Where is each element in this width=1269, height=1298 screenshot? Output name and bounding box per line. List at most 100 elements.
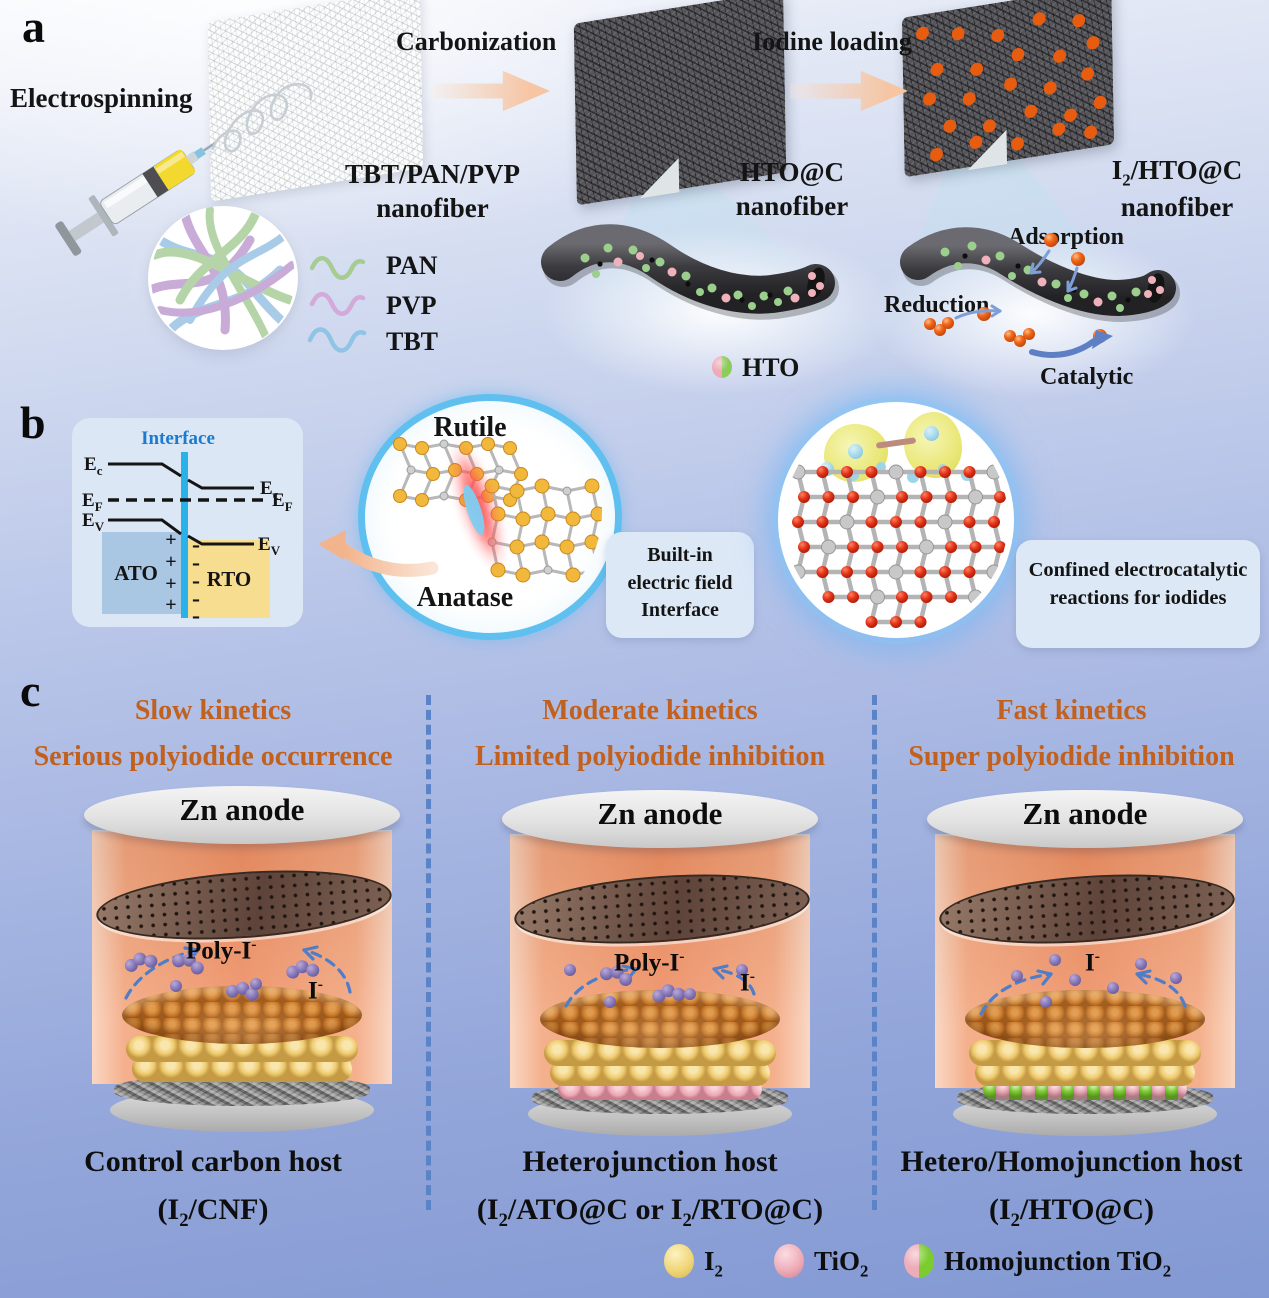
col3-caption-line1: Hetero/Homojunction host [900, 1145, 1243, 1178]
iodine-loading-label: Iodine loading [752, 27, 912, 56]
builtin-line2: electric field [627, 571, 733, 594]
svg-text:Ec: Ec [260, 478, 279, 502]
iodide-dot [736, 964, 748, 976]
mat1-caption: TBT/PAN/PVP nanofiber [330, 158, 535, 226]
electrospinning-label: Electrospinning [10, 83, 193, 113]
iodide-dot [1135, 958, 1147, 970]
iodide-dot [1049, 954, 1061, 966]
iodide-dot [684, 988, 696, 1000]
column-divider [872, 695, 877, 1210]
reduction-label: Reduction [884, 292, 990, 318]
svg-text:+: + [165, 551, 176, 573]
mat2-caption-line1: HTO@C [739, 157, 845, 187]
zn-anode-label: Zn anode [1022, 796, 1148, 831]
rto-label: RTO [207, 567, 251, 591]
svg-text:EV: EV [258, 534, 281, 558]
svg-text:-: - [192, 603, 200, 627]
iodide-dot [1170, 972, 1182, 984]
panel-b-label: b [20, 397, 46, 448]
tio2-legend-ball [774, 1244, 804, 1278]
iodide-dot [1040, 996, 1052, 1008]
col1-header-line1: Slow kinetics [134, 695, 292, 726]
mat1-caption-line1: TBT/PAN/PVP [345, 159, 520, 189]
electrocatalysis-circle [778, 402, 1014, 638]
iodine-loading-arrow [790, 70, 908, 112]
svg-text:+: + [165, 573, 176, 595]
battery-heterojunction: Poly-I- I- Zn anode [502, 790, 818, 1140]
iodide-dot [1107, 982, 1119, 994]
mat1-caption-line2: nanofiber [376, 192, 489, 223]
legend-pan-label: PAN [386, 251, 438, 280]
col2-caption-formula: (I2/ATO@C or I2/RTO@C) [476, 1193, 824, 1231]
confined-line2: reactions for iodides [1049, 587, 1227, 610]
carbonization-label: Carbonization [396, 27, 557, 56]
column2-header: Moderate kinetics Limited polyiodide inh… [428, 688, 872, 780]
column3-header: Fast kinetics Super polyiodide inhibitio… [874, 688, 1269, 780]
anatase-label: Anatase [416, 582, 514, 613]
zn-anode-disc: Zn anode [927, 790, 1243, 848]
iodide-dot [564, 964, 576, 976]
svg-text:EF: EF [82, 490, 103, 514]
i2-legend-ball [664, 1244, 694, 1278]
iodide-dot [1069, 974, 1081, 986]
hto-legend-label: HTO [742, 353, 800, 382]
builtin-line1: Built-in [647, 544, 713, 566]
col1-caption-formula: (I2/CNF) [157, 1193, 269, 1231]
zn-anode-disc: Zn anode [502, 790, 818, 848]
col3-caption-formula: (I2/HTO@C) [988, 1193, 1154, 1231]
band-diagram: Interface Ec Ec EF EF EV EV ATO RTO + + … [72, 418, 303, 627]
zn-anode-label: Zn anode [597, 796, 723, 831]
i2-legend-label: I2 [704, 1246, 723, 1281]
confined-line1: Confined electrocatalytic [1028, 559, 1248, 581]
iodide-dot [1011, 970, 1023, 982]
builtin-line3: Interface [641, 599, 719, 622]
interface-line [181, 452, 188, 618]
iodide-label: I- [1085, 948, 1100, 977]
col2-header-line1: Moderate kinetics [542, 695, 758, 726]
mat3-caption: I2/HTO@C nanofiber [1085, 154, 1269, 225]
iodine-loaded-mat [901, 0, 1115, 178]
catalytic-label: Catalytic [1040, 364, 1134, 390]
polymer-bundle-circle [148, 206, 298, 350]
col2-caption-line1: Heterojunction host [522, 1145, 778, 1178]
mat3-caption-line2: nanofiber [1120, 192, 1234, 223]
column-divider [426, 695, 431, 1210]
hto-legend-ball [712, 356, 732, 378]
column2-caption: Heterojunction host (I2/ATO@C or I2/RTO@… [428, 1138, 872, 1245]
svg-text:-: - [192, 568, 200, 594]
panel-c-label: c [20, 665, 41, 716]
col2-header-line2: Limited polyiodide inhibition [474, 741, 826, 772]
iodide-dot [604, 996, 616, 1008]
svg-text:+: + [165, 529, 176, 551]
svg-text:EF: EF [272, 490, 293, 514]
svg-text:+: + [165, 594, 176, 616]
column1-caption: Control carbon host (I2/CNF) [0, 1138, 426, 1245]
rutile-label: Rutile [433, 412, 507, 443]
confined-reactions-box: Confined electrocatalytic reactions for … [1016, 540, 1260, 648]
legend-pvp-label: PVP [386, 291, 437, 320]
iodide-label: I- [308, 976, 323, 1005]
iodide-dot [170, 980, 182, 992]
svg-text:-: - [192, 586, 200, 612]
panel-a-label: a [22, 1, 45, 52]
polyiodide-label: Poly-I- [614, 948, 685, 977]
col1-header-line2: Serious polyiodide occurrence [33, 741, 393, 772]
homojunction-legend-ball [904, 1244, 934, 1278]
cyan-charge-dots [820, 462, 834, 476]
iodine-dots [915, 25, 930, 41]
pvp-wave-icon [309, 292, 366, 316]
iodide-label: I- [740, 968, 755, 997]
iodide-dot [250, 978, 262, 990]
col3-header-line1: Fast kinetics [996, 695, 1147, 726]
atom-cyan [924, 426, 939, 441]
col1-caption-line1: Control carbon host [84, 1145, 342, 1178]
ato-region [102, 532, 181, 614]
builtin-field-box: Built-in electric field Interface [606, 532, 754, 638]
mat2-caption: HTO@C nanofiber [712, 156, 872, 224]
svg-text:-: - [192, 532, 200, 558]
carbonization-arrow [432, 70, 550, 112]
svg-text:-: - [192, 550, 200, 576]
rto-region [188, 540, 270, 618]
atom-cyan [848, 444, 863, 459]
